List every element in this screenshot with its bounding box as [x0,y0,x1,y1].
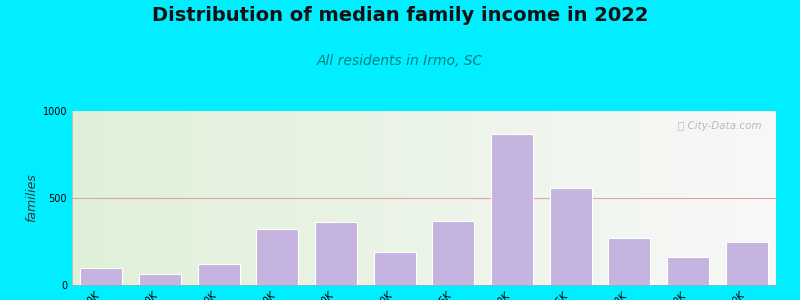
Text: Distribution of median family income in 2022: Distribution of median family income in … [152,6,648,25]
Bar [550,188,592,285]
Bar [667,257,709,285]
Bar [491,134,533,285]
Text: All residents in Irmo, SC: All residents in Irmo, SC [317,54,483,68]
Bar [198,264,240,285]
Bar [374,252,416,285]
Text: ⓘ City-Data.com: ⓘ City-Data.com [678,122,762,131]
Bar [726,242,768,285]
Bar [139,274,181,285]
Bar [256,229,298,285]
Bar [608,238,650,285]
Y-axis label: families: families [26,174,38,222]
Bar [432,220,474,285]
Bar [315,222,357,285]
Bar [80,268,122,285]
